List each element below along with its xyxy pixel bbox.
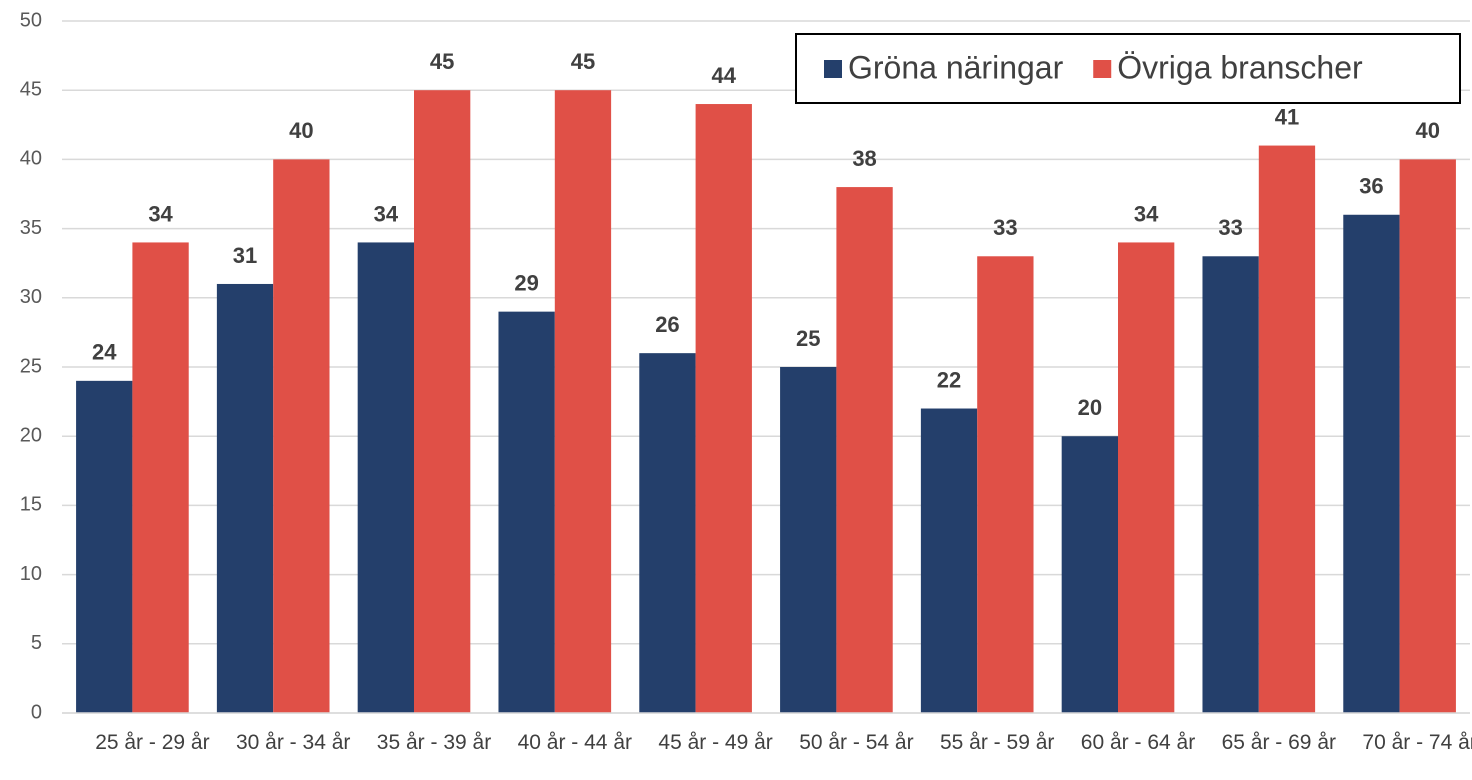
legend-label: Gröna näringar xyxy=(848,49,1064,85)
bar xyxy=(498,311,555,713)
bar xyxy=(1118,242,1175,713)
data-label: 40 xyxy=(1416,118,1440,143)
data-label: 38 xyxy=(852,146,876,171)
y-tick-label: 25 xyxy=(20,355,42,377)
x-tick-label: 35 år - 39 år xyxy=(376,731,492,754)
data-label: 29 xyxy=(514,270,538,295)
data-label: 33 xyxy=(1218,215,1242,240)
bar xyxy=(695,104,752,714)
x-tick-label: 25 år - 29 år xyxy=(95,731,210,754)
y-tick-label: 0 xyxy=(31,701,42,723)
y-tick-label: 5 xyxy=(31,632,42,654)
x-tick-label: 55 år - 59 år xyxy=(939,731,1055,754)
bar xyxy=(273,159,330,713)
y-tick-label: 40 xyxy=(20,148,42,170)
y-tick-label: 30 xyxy=(20,286,42,308)
bar xyxy=(1061,436,1118,713)
data-label: 41 xyxy=(1275,104,1299,129)
data-label: 34 xyxy=(148,201,173,226)
x-tick-label: 50 år - 54 år xyxy=(799,731,914,754)
bar xyxy=(1202,256,1259,713)
x-tick-label: 60 år - 64 år xyxy=(1080,731,1196,754)
bar xyxy=(780,367,837,713)
y-tick-label: 20 xyxy=(20,424,42,446)
bar xyxy=(977,256,1034,713)
x-tick-label: 65 år - 69 år xyxy=(1221,731,1336,754)
bar xyxy=(1399,159,1456,713)
data-label: 45 xyxy=(430,49,454,74)
bar xyxy=(216,283,274,713)
y-tick-label: 45 xyxy=(20,78,42,100)
bar xyxy=(920,408,978,713)
legend-label: Övriga branscher xyxy=(1117,49,1363,85)
data-label: 34 xyxy=(374,201,399,226)
bar xyxy=(554,90,612,713)
bar xyxy=(357,242,414,713)
data-label: 31 xyxy=(233,243,257,268)
data-label: 25 xyxy=(796,326,820,351)
x-tick-label: 40 år - 44 år xyxy=(517,731,632,754)
bar xyxy=(836,187,893,713)
data-label: 22 xyxy=(937,367,961,392)
data-label: 34 xyxy=(1134,201,1159,226)
bar xyxy=(1258,145,1316,713)
bar xyxy=(1343,214,1400,713)
legend-marker xyxy=(824,60,842,78)
data-label: 20 xyxy=(1078,395,1102,420)
bar xyxy=(414,90,471,713)
data-label: 33 xyxy=(993,215,1017,240)
data-label: 24 xyxy=(92,340,117,365)
y-tick-label: 35 xyxy=(20,217,42,239)
data-label: 40 xyxy=(289,118,313,143)
bar xyxy=(76,380,133,713)
data-label: 45 xyxy=(571,49,595,74)
y-tick-label: 15 xyxy=(20,494,42,516)
x-tick-label: 30 år - 34 år xyxy=(235,731,351,754)
legend-marker xyxy=(1093,60,1112,78)
bar xyxy=(639,353,696,713)
data-label: 44 xyxy=(712,63,737,88)
y-tick-label: 50 xyxy=(20,9,42,31)
legend-box xyxy=(795,33,1461,104)
x-tick-label: 45 år - 49 år xyxy=(658,731,773,754)
data-label: 26 xyxy=(655,312,679,337)
x-tick-label: 70 år - 74 år xyxy=(1362,731,1472,754)
bar xyxy=(132,242,189,713)
y-tick-label: 10 xyxy=(20,563,42,585)
data-label: 36 xyxy=(1359,174,1383,199)
